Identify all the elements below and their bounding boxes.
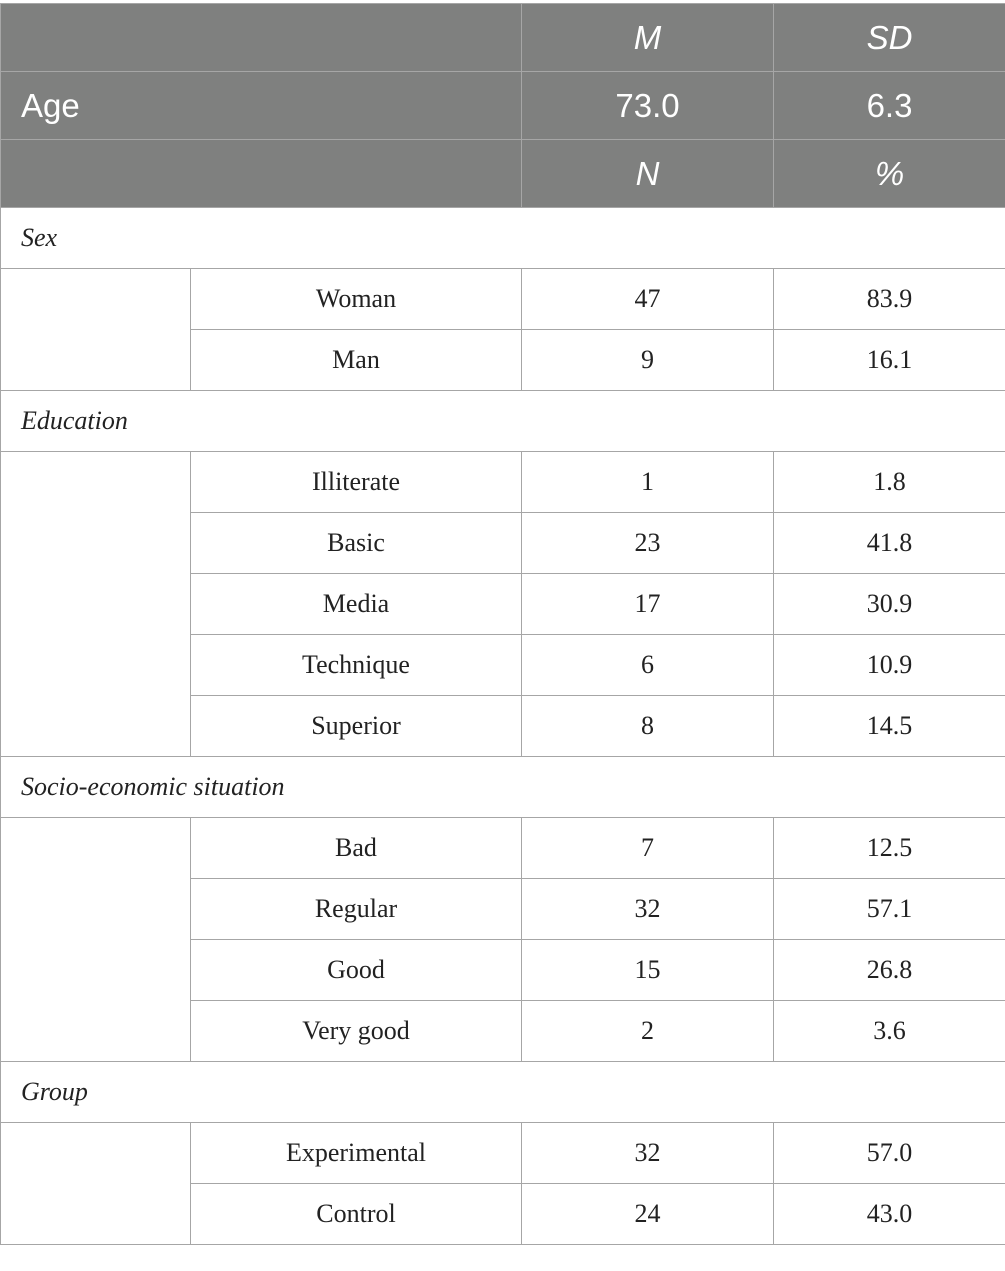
count-cell: 9 (521, 329, 774, 391)
header-percent-label: % (773, 139, 1005, 208)
percent-cell: 10.9 (773, 634, 1005, 696)
table-row: Superior 8 14.5 (1, 695, 1005, 757)
table-row: Woman 47 83.9 (0, 268, 1005, 391)
category-cell: Control (190, 1183, 522, 1245)
section-header-row: Education (0, 390, 1005, 452)
section-header-row: Sex (0, 207, 1005, 269)
percent-cell: 16.1 (773, 329, 1005, 391)
demographics-table: M SD Age 73.0 6.3 N % Sex Woman 47 83.9 Man 9… (0, 3, 1005, 1245)
section-header-row: Group (0, 1061, 1005, 1123)
header-n-label: N (521, 139, 774, 208)
header-empty-cell (0, 139, 522, 208)
indent-cell (0, 817, 191, 1062)
percent-cell: 1.8 (773, 451, 1005, 513)
category-cell: Basic (190, 512, 522, 574)
age-mean-value: 73.0 (521, 71, 774, 140)
percent-cell: 30.9 (773, 573, 1005, 635)
header-row-stats: M SD (0, 3, 1005, 72)
category-cell: Bad (190, 817, 522, 879)
header-row-counts: N % (0, 139, 1005, 208)
percent-cell: 26.8 (773, 939, 1005, 1001)
section-title: Socio-economic situation (0, 756, 1005, 818)
category-cell: Woman (190, 268, 522, 330)
count-cell: 2 (521, 1000, 774, 1062)
category-cell: Good (190, 939, 522, 1001)
indent-cell (0, 1122, 191, 1245)
section-title: Sex (0, 207, 1005, 269)
table-row: Illiterate 1 1.8 (0, 451, 1005, 757)
percent-cell: 14.5 (773, 695, 1005, 757)
percent-cell: 83.9 (773, 268, 1005, 330)
category-cell: Very good (190, 1000, 522, 1062)
count-cell: 17 (521, 573, 774, 635)
count-cell: 1 (521, 451, 774, 513)
table-row: Technique 6 10.9 (1, 634, 1005, 696)
table-body: M SD Age 73.0 6.3 N % Sex Woman 47 83.9 Man 9… (0, 3, 1005, 1245)
table-row: Media 17 30.9 (1, 573, 1005, 635)
table-row: Regular 32 57.1 (1, 878, 1005, 940)
percent-cell: 3.6 (773, 1000, 1005, 1062)
count-cell: 6 (521, 634, 774, 696)
header-row-age: Age 73.0 6.3 (0, 71, 1005, 140)
header-mean-label: M (521, 3, 774, 72)
count-cell: 15 (521, 939, 774, 1001)
section-header-row: Socio-economic situation (0, 756, 1005, 818)
count-cell: 24 (521, 1183, 774, 1245)
count-cell: 47 (521, 268, 774, 330)
table-row: Bad 7 12.5 (0, 817, 1005, 1062)
category-cell: Experimental (190, 1122, 522, 1184)
category-cell: Superior (190, 695, 522, 757)
header-sd-label: SD (773, 3, 1005, 72)
percent-cell: 41.8 (773, 512, 1005, 574)
category-cell: Media (190, 573, 522, 635)
percent-cell: 43.0 (773, 1183, 1005, 1245)
table-row: Control 24 43.0 (1, 1183, 1005, 1245)
percent-cell: 57.1 (773, 878, 1005, 940)
percent-cell: 12.5 (773, 817, 1005, 879)
indent-cell (0, 451, 191, 757)
count-cell: 32 (521, 878, 774, 940)
section-title: Education (0, 390, 1005, 452)
table-row: Experimental 32 57.0 (0, 1122, 1005, 1245)
age-sd-value: 6.3 (773, 71, 1005, 140)
category-cell: Illiterate (190, 451, 522, 513)
table-row: Man 9 16.1 (1, 329, 1005, 391)
category-cell: Technique (190, 634, 522, 696)
indent-cell (0, 268, 191, 391)
table-row: Basic 23 41.8 (1, 512, 1005, 574)
table-row: Very good 2 3.6 (1, 1000, 1005, 1062)
category-cell: Man (190, 329, 522, 391)
section-title: Group (0, 1061, 1005, 1123)
category-cell: Regular (190, 878, 522, 940)
count-cell: 32 (521, 1122, 774, 1184)
count-cell: 8 (521, 695, 774, 757)
count-cell: 7 (521, 817, 774, 879)
count-cell: 23 (521, 512, 774, 574)
header-empty-cell (0, 3, 522, 72)
percent-cell: 57.0 (773, 1122, 1005, 1184)
age-label: Age (0, 71, 522, 140)
